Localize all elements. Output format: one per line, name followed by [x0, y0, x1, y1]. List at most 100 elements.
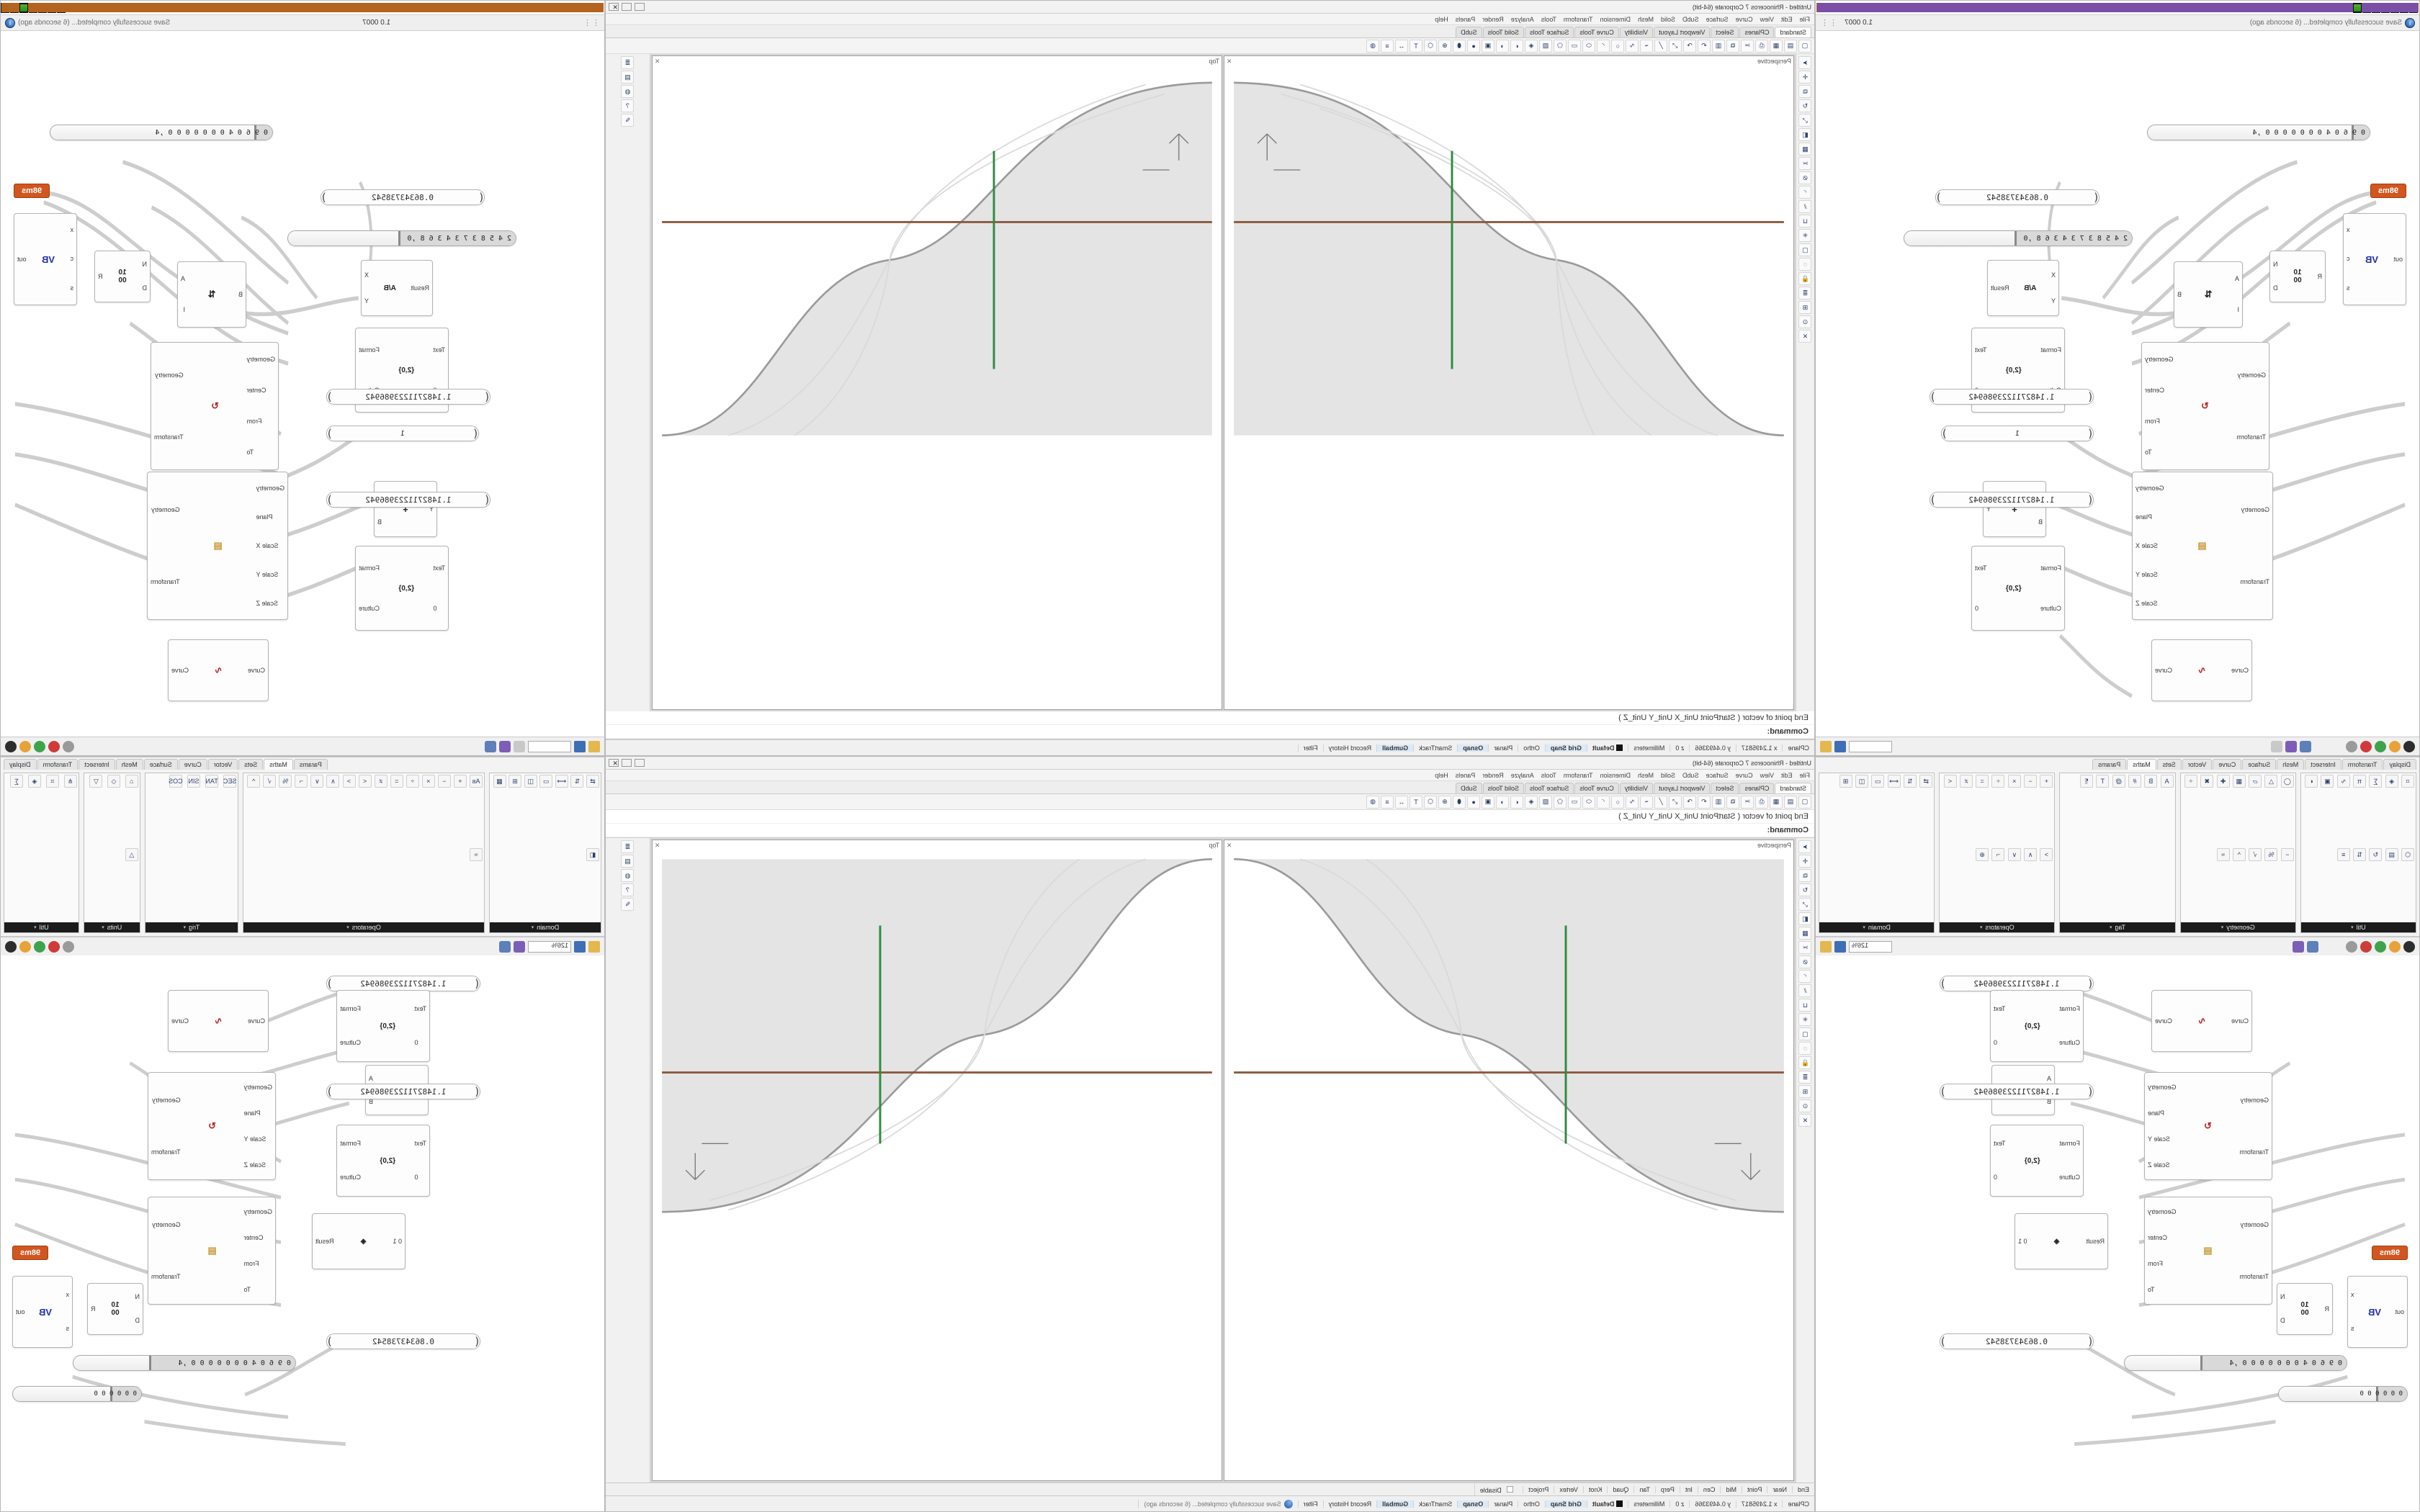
port-geometry-out[interactable]: Geometry	[243, 1207, 272, 1215]
copy-tool-icon[interactable]: ⧉	[1798, 85, 1812, 98]
save-icon[interactable]	[1834, 940, 1846, 953]
port-zero[interactable]: 0	[414, 1174, 418, 1181]
chevron-down-icon[interactable]: ▾	[1980, 925, 1983, 930]
loft-icon[interactable]: ◈	[1525, 795, 1538, 809]
menu-view[interactable]: View	[1760, 771, 1774, 779]
port-y[interactable]: Y	[2051, 297, 2056, 305]
gh-group-title[interactable]: Units ▾	[84, 922, 140, 932]
toggle-record-history[interactable]: Record History	[1322, 744, 1377, 752]
surface-icon[interactable]: ▧	[1539, 39, 1552, 53]
menu-dimension[interactable]: Dimension	[1600, 15, 1631, 23]
view-icon-2[interactable]	[2285, 740, 2297, 752]
gh-node-format-b[interactable]: Text 0 {2,0} Format Culture	[355, 546, 449, 631]
rotate-tool-icon[interactable]: ↻	[1798, 99, 1812, 112]
menu-subd[interactable]: SubD	[1682, 15, 1699, 23]
gh-tab-surface[interactable]: Surface	[143, 759, 178, 770]
palette-icon-5[interactable]	[63, 940, 74, 953]
save-icon[interactable]	[574, 940, 586, 953]
port-scale-y[interactable]: Scale Y	[2136, 570, 2158, 578]
open-icon[interactable]: ▤	[1784, 39, 1797, 53]
chevron-down-icon[interactable]: ▾	[2220, 925, 2224, 930]
port-text[interactable]: Text	[433, 564, 445, 572]
port-out[interactable]: out	[17, 255, 27, 263]
osnap-disable-checkbox[interactable]	[1507, 1485, 1514, 1493]
explode-tool-icon[interactable]: ✳	[1798, 229, 1812, 242]
gh-value-pill-bottom[interactable]: 0.86343738542	[326, 1333, 480, 1349]
port-zero[interactable]: 0	[433, 604, 437, 612]
palette-icon-5[interactable]	[2346, 940, 2357, 953]
render-icon[interactable]: ◍	[1366, 795, 1379, 809]
gh-canvas-br[interactable]: 1.1482711223986942 Curve ∿ Curve Text	[1, 955, 604, 1511]
gh-tab-vector[interactable]: Vector	[2182, 759, 2213, 770]
copy-icon[interactable]: ⧉	[1726, 795, 1739, 809]
command-prompt-line[interactable]: Command:	[606, 725, 1814, 739]
gh-node-scale-nu[interactable]: Geometry Transform ▤ Geometry Plane Scal…	[2132, 472, 2273, 620]
gh-group-icons[interactable]: ⌗ ◈ ∑ π ∿ ▣ ◐ ⬡ ▤ ↻ ⇅ ≡	[2301, 773, 2416, 922]
palette-icon-2[interactable]	[2389, 940, 2401, 953]
menu-analyze[interactable]: Analyze	[1510, 771, 1534, 779]
chevron-down-icon[interactable]: ▾	[34, 925, 37, 930]
status-layer[interactable]: Default	[1586, 744, 1628, 752]
gh-node-add[interactable]: A B + Y	[1983, 481, 2046, 537]
port-geometry[interactable]: Geometry	[151, 505, 180, 513]
osnap-near[interactable]: Near	[1767, 1485, 1792, 1493]
port-x[interactable]: X	[2051, 271, 2056, 279]
tab-visibility[interactable]: Visibility	[1619, 27, 1654, 37]
port-b[interactable]: B	[238, 290, 243, 298]
port-s[interactable]: s	[66, 1325, 70, 1332]
toggle-gumball[interactable]: Gumball	[1376, 744, 1414, 752]
offset-tool-icon[interactable]: ⫽	[1798, 984, 1812, 997]
port-x[interactable]: x	[66, 1291, 70, 1298]
chevron-down-icon[interactable]: ▾	[531, 925, 534, 930]
save-icon[interactable]: ▦	[1770, 39, 1783, 53]
render-icon[interactable]: ◍	[1366, 39, 1379, 53]
view-icon-2[interactable]	[2293, 940, 2304, 953]
gh-number-slider-mid[interactable]: 2 4 5 8 3 7 3 4 3 6 8 ,0	[287, 230, 516, 246]
gh-zoom-box[interactable]	[1849, 740, 1892, 752]
gh-node-construct-domain[interactable]: A I ⇅ B	[2174, 261, 2243, 328]
port-geometry-out[interactable]: Geometry	[2145, 356, 2174, 363]
gh-group-icons[interactable]: + − × ÷ = ≠ < > ∧ ∨ ¬ ⊕	[1940, 773, 2054, 922]
loft-icon[interactable]: ◈	[1525, 39, 1538, 53]
gh-node-format-b[interactable]: Format Culture {2,0} Text 0	[1971, 546, 2065, 631]
cylinder-icon[interactable]: ⬮	[1453, 795, 1466, 809]
palette-icon-1[interactable]	[5, 740, 17, 752]
hide-tool-icon[interactable]: ◌	[1798, 1042, 1812, 1055]
port-index[interactable]: 0 1	[393, 1237, 402, 1245]
port-plane[interactable]: Plane	[2136, 513, 2153, 521]
gh-node-expression[interactable]: Result A/B X Y	[361, 260, 433, 316]
gh-node-scale-nu[interactable]: Geometry Plane Scale X Scale Y Scale Z ▤…	[147, 472, 288, 620]
osnap-tool-icon[interactable]: ⊙	[1798, 1099, 1812, 1112]
rhino-menubar-top[interactable]: File Edit View Curve Surface SubD Solid …	[606, 14, 1814, 25]
gh-canvas-tl[interactable]: 0 9 6 0 4 0 0 0 0 0 0 0 ,4 98ms out VB	[1816, 31, 2419, 737]
rhino-tabrow-top[interactable]: Standard CPlanes Select Viewport Layout …	[606, 25, 1814, 38]
port-result[interactable]: Result	[1991, 284, 2009, 292]
port-transform[interactable]: Transform	[151, 1272, 181, 1280]
notes-panel-icon[interactable]: ✎	[621, 898, 635, 911]
port-geometry[interactable]: Geometry	[152, 1220, 181, 1228]
open-icon[interactable]: ▤	[1784, 795, 1797, 809]
menu-transform[interactable]: Transform	[1563, 15, 1593, 23]
gh-value-pill-mid-c[interactable]: 1.1482711223986942	[326, 976, 480, 991]
tab-subd[interactable]: SubD	[1456, 783, 1482, 793]
osnap-end[interactable]: End	[1791, 1485, 1814, 1493]
menu-surface[interactable]: Surface	[1706, 15, 1729, 23]
port-format[interactable]: Format	[340, 1005, 362, 1012]
toggle-smarttrack[interactable]: SmartTrack	[1413, 1500, 1458, 1508]
port-d[interactable]: D	[2273, 284, 2278, 292]
palette-icon-1[interactable]	[2403, 740, 2415, 752]
view-icon-1[interactable]	[499, 940, 511, 953]
menu-subd[interactable]: SubD	[1682, 771, 1699, 779]
gh-tab-maths[interactable]: Maths	[2127, 759, 2156, 770]
gh-group-title[interactable]: Geometry ▾	[2180, 922, 2295, 932]
port-plane[interactable]: Plane	[2148, 1109, 2165, 1117]
trim-tool-icon[interactable]: ✂	[1798, 941, 1812, 954]
gh-value-pill-mid-c[interactable]: 1.1482711223986942	[1940, 976, 2094, 991]
toggle-planar[interactable]: Planar	[1488, 744, 1518, 752]
gh-node-rotate-bl[interactable]: Geometry Transform ↻ Geometry Plane Scal…	[2144, 1072, 2272, 1180]
sphere-icon[interactable]: ●	[1467, 795, 1480, 809]
print-icon[interactable]: ⎙	[1755, 39, 1768, 53]
delete-tool-icon[interactable]: ✕	[1798, 330, 1812, 343]
boolean-icon[interactable]: ⊕	[1438, 39, 1451, 53]
gh-node-format-bl-b[interactable]: Format Culture {2,0} Text 0	[1990, 1125, 2084, 1197]
